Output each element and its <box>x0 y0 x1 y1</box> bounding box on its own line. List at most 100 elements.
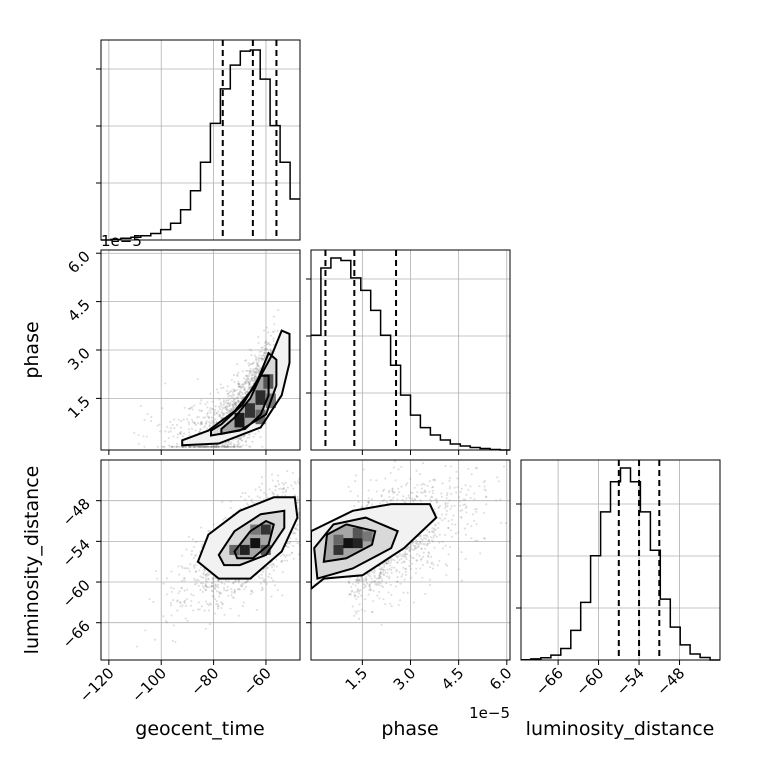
sample-point <box>258 357 261 360</box>
sample-point <box>234 445 237 448</box>
sample-point <box>463 527 466 530</box>
sample-point <box>260 357 263 360</box>
sample-point <box>169 420 172 424</box>
sample-point <box>213 445 216 448</box>
sample-point <box>418 554 421 558</box>
sample-point <box>221 444 224 447</box>
sample-point <box>394 460 397 463</box>
sample-point <box>219 401 222 404</box>
sample-point <box>247 364 250 367</box>
sample-point <box>215 445 218 448</box>
sample-point <box>245 580 248 583</box>
sample-point <box>389 561 392 564</box>
sample-point <box>188 414 191 417</box>
sample-point <box>412 500 415 503</box>
sample-point <box>185 597 188 601</box>
sample-point <box>387 559 390 562</box>
sample-point <box>218 415 221 418</box>
sample-point <box>156 577 159 580</box>
sample-point <box>217 445 220 448</box>
sample-point <box>425 544 428 547</box>
sample-point <box>292 487 295 490</box>
sample-point <box>180 445 183 448</box>
sample-point <box>181 445 185 448</box>
sample-point <box>218 445 221 448</box>
sample-point <box>207 577 210 580</box>
sample-point <box>189 445 192 448</box>
sample-point <box>435 512 438 515</box>
sample-point <box>230 445 233 448</box>
sample-point <box>265 493 268 496</box>
sample-point <box>350 590 353 593</box>
sample-point <box>187 407 190 410</box>
sample-point <box>214 408 217 411</box>
sample-point <box>223 412 227 415</box>
sample-point <box>374 581 377 584</box>
sample-point <box>291 471 295 475</box>
sample-point <box>243 386 246 389</box>
sample-point <box>400 575 403 578</box>
sample-point <box>202 587 206 590</box>
sample-point <box>204 445 207 448</box>
sample-point <box>215 585 218 588</box>
sample-point <box>170 614 173 617</box>
sample-point <box>367 574 370 577</box>
sample-point <box>365 579 368 582</box>
sample-point <box>356 576 359 580</box>
sample-point <box>258 354 261 357</box>
sample-point <box>241 395 244 399</box>
sample-point <box>189 604 193 607</box>
sample-point <box>370 577 373 580</box>
sample-point <box>148 598 151 601</box>
sample-point <box>186 619 189 623</box>
sample-point <box>292 557 295 560</box>
sample-point <box>245 369 248 372</box>
sample-point <box>291 552 294 555</box>
sample-point <box>219 403 222 406</box>
sample-point <box>396 555 399 558</box>
sample-point <box>135 645 138 648</box>
sample-point <box>295 524 298 527</box>
sample-point <box>183 599 186 602</box>
sample-point <box>293 531 296 534</box>
sample-point <box>313 526 315 528</box>
sample-point <box>386 562 389 565</box>
sample-point <box>200 422 203 425</box>
sample-point <box>200 420 203 423</box>
sample-point <box>220 445 223 448</box>
sample-point <box>419 558 423 561</box>
sample-point <box>303 539 305 541</box>
sample-point <box>215 445 218 448</box>
sample-point <box>485 496 488 499</box>
contour-line <box>181 329 291 447</box>
sample-point <box>445 564 449 567</box>
sample-point <box>415 567 418 570</box>
sample-point <box>165 621 169 624</box>
sample-point <box>431 496 434 499</box>
sample-point <box>182 432 186 435</box>
sample-point <box>248 387 252 391</box>
sample-point <box>165 577 168 580</box>
sample-point <box>231 403 234 406</box>
sample-point <box>261 357 264 360</box>
sample-point <box>368 588 371 591</box>
sample-point <box>203 569 207 572</box>
sample-point <box>190 550 193 553</box>
sample-point <box>250 354 253 357</box>
sample-point <box>391 488 394 491</box>
sample-point <box>312 520 314 522</box>
sample-point <box>445 497 448 500</box>
sample-point <box>237 385 240 388</box>
sample-point <box>500 521 503 524</box>
sample-point <box>233 445 236 448</box>
sample-point <box>255 367 258 370</box>
sample-point <box>452 514 455 517</box>
sample-point <box>411 497 414 500</box>
sample-point <box>234 398 237 401</box>
sample-point <box>232 582 235 585</box>
sample-point <box>254 488 257 491</box>
sample-point <box>409 567 413 570</box>
data-marks <box>101 40 720 661</box>
sample-point <box>212 419 216 422</box>
sample-point <box>230 442 233 445</box>
